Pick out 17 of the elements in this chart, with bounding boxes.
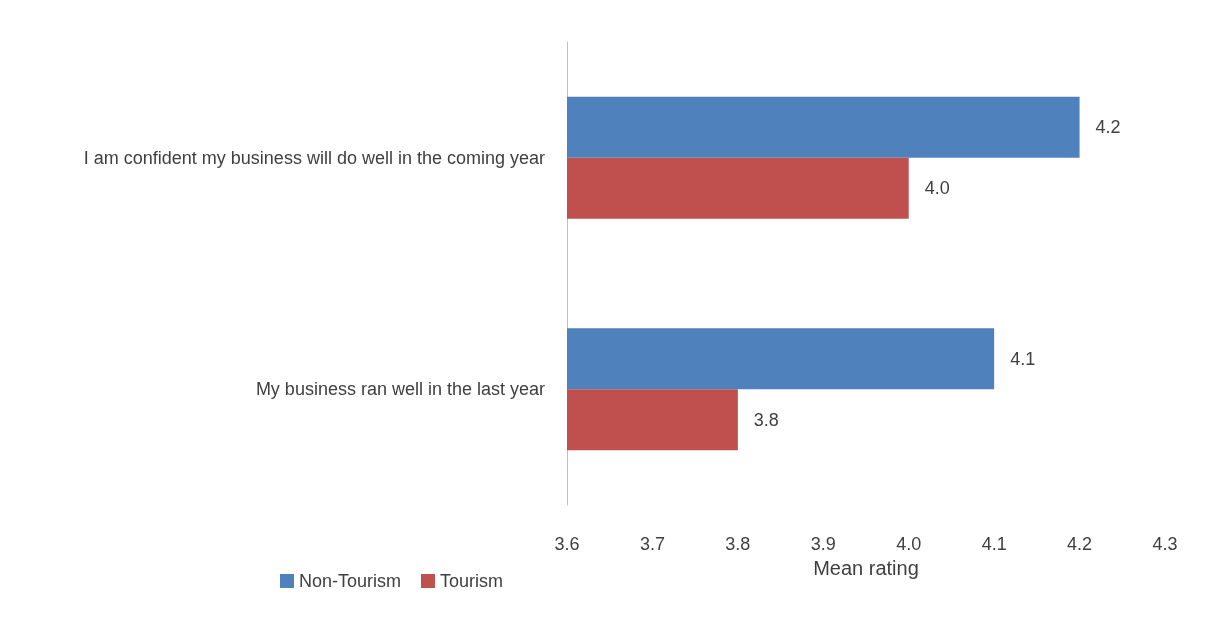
data-label: 4.0 — [924, 178, 950, 199]
legend-label: Non-Tourism — [299, 571, 402, 591]
x-tick-label: 3.6 — [554, 534, 580, 554]
y-tick-label: I am confident my business will do well in the coming year — [83, 147, 545, 168]
x-axis-title: Mean rating — [813, 556, 919, 579]
x-tick-label: 4.0 — [896, 534, 922, 554]
data-label: 3.8 — [753, 409, 779, 430]
data-label: 4.2 — [1095, 117, 1121, 138]
x-tick-label: 3.8 — [725, 534, 751, 554]
legend-label: Tourism — [440, 571, 504, 591]
x-tick-label: 4.2 — [1067, 534, 1093, 554]
y-tick-label: My business ran well in the last year — [255, 379, 546, 400]
x-tick-label: 3.9 — [810, 534, 836, 554]
x-tick-label: 4.1 — [981, 534, 1007, 554]
x-tick-label: 4.3 — [1152, 534, 1178, 554]
x-tick-label: 3.7 — [639, 534, 665, 554]
data-label: 4.1 — [1010, 348, 1036, 369]
